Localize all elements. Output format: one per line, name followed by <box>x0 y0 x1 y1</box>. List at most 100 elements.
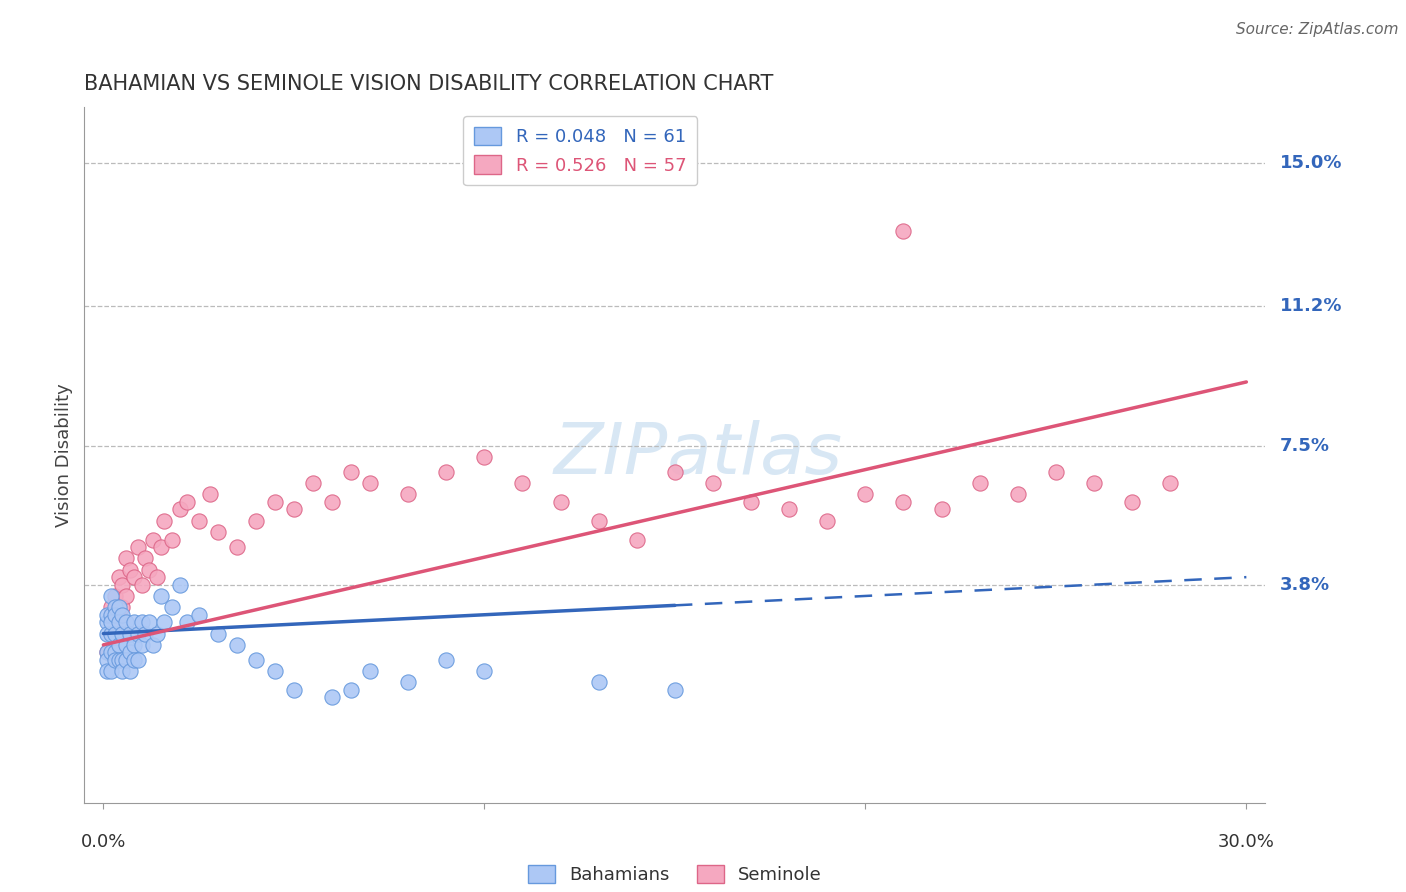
Point <box>107 615 129 630</box>
Text: BAHAMIAN VS SEMINOLE VISION DISABILITY CORRELATION CHART: BAHAMIAN VS SEMINOLE VISION DISABILITY C… <box>84 74 773 95</box>
Text: 30.0%: 30.0% <box>1218 833 1275 851</box>
Text: 11.2%: 11.2% <box>1279 297 1341 316</box>
Point <box>153 514 176 528</box>
Point <box>321 495 343 509</box>
Point <box>434 465 457 479</box>
Point <box>1007 487 1029 501</box>
Point <box>104 615 127 630</box>
Point <box>359 664 381 678</box>
Point <box>122 570 145 584</box>
Point <box>96 626 118 640</box>
Y-axis label: Vision Disability: Vision Disability <box>55 383 73 527</box>
Point <box>134 626 156 640</box>
Point <box>100 607 122 622</box>
Point <box>160 600 183 615</box>
Point <box>396 487 419 501</box>
Point <box>115 638 138 652</box>
Point <box>225 638 247 652</box>
Point <box>120 626 142 640</box>
Point <box>893 495 915 509</box>
Point <box>100 626 122 640</box>
Point <box>815 514 838 528</box>
Point <box>96 615 118 630</box>
Text: 3.8%: 3.8% <box>1279 575 1330 594</box>
Point <box>100 664 122 678</box>
Point <box>104 607 127 622</box>
Point <box>434 653 457 667</box>
Point <box>198 487 221 501</box>
Point <box>340 683 363 698</box>
Point <box>96 645 118 659</box>
Point <box>100 589 122 603</box>
Point <box>107 607 129 622</box>
Point <box>169 577 191 591</box>
Point <box>702 476 724 491</box>
Point <box>664 465 686 479</box>
Point <box>225 540 247 554</box>
Point <box>142 533 165 547</box>
Point <box>100 615 122 630</box>
Point <box>115 589 138 603</box>
Point <box>474 664 496 678</box>
Point <box>138 615 160 630</box>
Point <box>550 495 572 509</box>
Point <box>969 476 991 491</box>
Point <box>96 645 118 659</box>
Legend: Bahamians, Seminole: Bahamians, Seminole <box>520 857 830 891</box>
Point <box>96 607 118 622</box>
Point <box>893 224 915 238</box>
Point <box>853 487 876 501</box>
Point <box>512 476 534 491</box>
Point <box>104 589 127 603</box>
Point <box>740 495 762 509</box>
Point <box>107 600 129 615</box>
Point <box>96 664 118 678</box>
Point <box>115 615 138 630</box>
Point <box>122 615 145 630</box>
Point <box>111 664 134 678</box>
Point <box>127 626 149 640</box>
Point <box>138 563 160 577</box>
Point <box>263 664 285 678</box>
Point <box>153 615 176 630</box>
Point <box>474 450 496 464</box>
Point <box>104 600 127 615</box>
Point <box>283 502 305 516</box>
Point <box>111 607 134 622</box>
Point <box>115 653 138 667</box>
Point <box>111 577 134 591</box>
Point <box>1121 495 1143 509</box>
Point <box>176 495 198 509</box>
Point <box>176 615 198 630</box>
Point <box>131 577 153 591</box>
Point <box>207 626 229 640</box>
Point <box>149 589 172 603</box>
Point <box>778 502 800 516</box>
Point <box>107 570 129 584</box>
Point <box>127 653 149 667</box>
Point <box>111 653 134 667</box>
Point <box>100 626 122 640</box>
Point <box>187 514 209 528</box>
Point <box>207 524 229 539</box>
Point <box>122 653 145 667</box>
Point <box>122 638 145 652</box>
Point <box>245 514 267 528</box>
Text: 0.0%: 0.0% <box>80 833 127 851</box>
Point <box>169 502 191 516</box>
Point <box>145 570 167 584</box>
Point <box>107 638 129 652</box>
Point <box>396 675 419 690</box>
Point <box>340 465 363 479</box>
Point <box>131 638 153 652</box>
Point <box>245 653 267 667</box>
Text: 7.5%: 7.5% <box>1279 436 1330 455</box>
Point <box>931 502 953 516</box>
Point <box>1159 476 1181 491</box>
Point <box>321 690 343 705</box>
Point <box>588 675 610 690</box>
Point <box>664 683 686 698</box>
Point <box>100 600 122 615</box>
Point <box>107 653 129 667</box>
Point <box>142 638 165 652</box>
